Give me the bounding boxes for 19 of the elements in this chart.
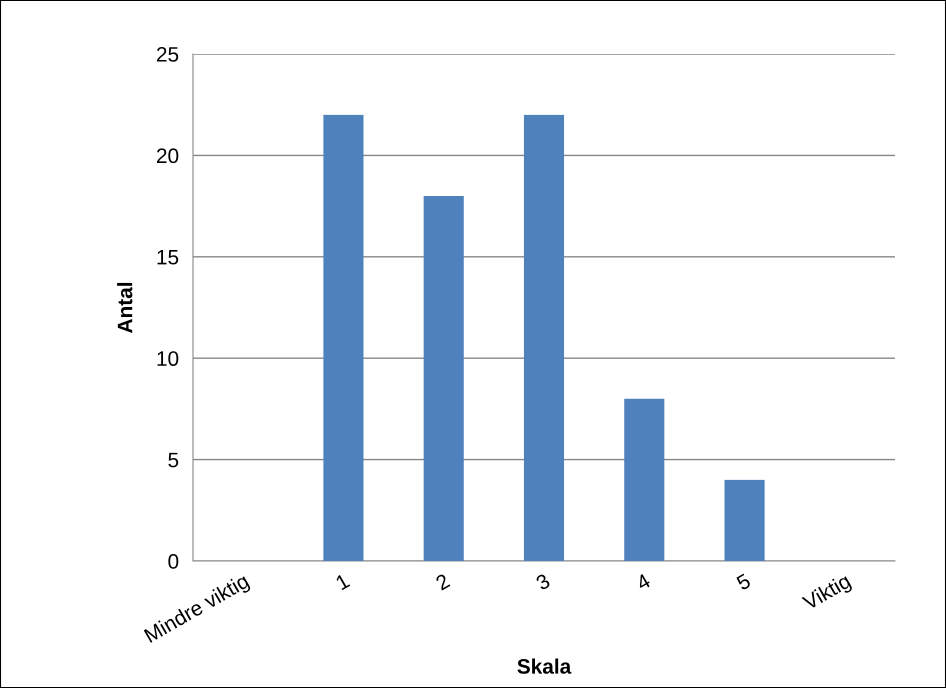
y-tick-label: 10 <box>158 351 178 366</box>
x-tick-label: Viktig <box>801 572 854 614</box>
y-tick-label: 5 <box>168 452 178 468</box>
bar <box>524 114 564 561</box>
y-tick-label: 0 <box>168 554 178 569</box>
bar <box>323 114 364 561</box>
bar <box>424 196 464 561</box>
x-tick-label: 3 <box>534 573 551 591</box>
x-tick-label: 4 <box>635 573 652 591</box>
bar <box>724 480 765 561</box>
bar <box>624 398 664 561</box>
y-tick-label: 15 <box>158 250 178 265</box>
x-tick-label: 1 <box>335 573 350 590</box>
y-axis-title: Antal <box>117 282 132 334</box>
y-tick-label: 20 <box>156 148 178 164</box>
x-tick-label: 5 <box>736 573 752 591</box>
y-tick-label: 25 <box>156 47 178 62</box>
x-tick-label: 2 <box>434 573 450 590</box>
x-axis-title: Skala <box>517 658 572 674</box>
